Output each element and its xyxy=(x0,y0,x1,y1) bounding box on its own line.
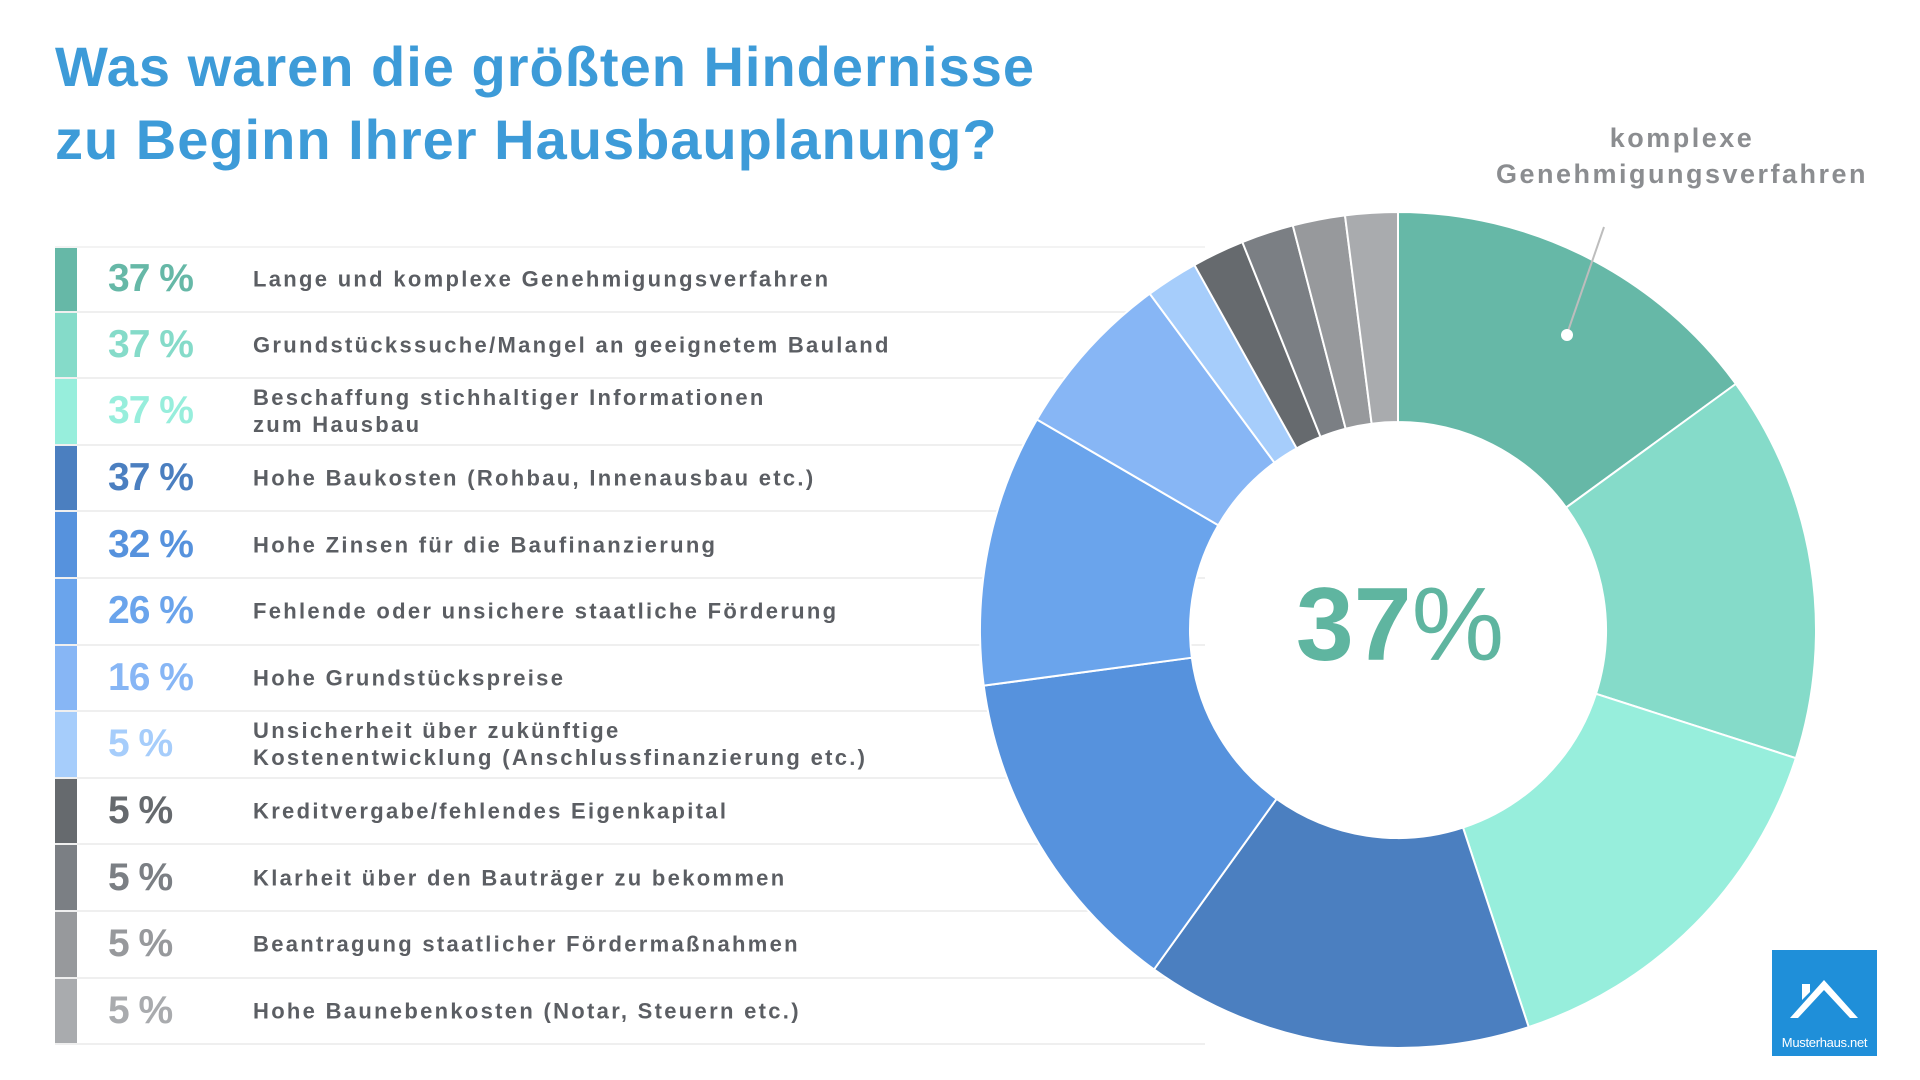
legend-label: Kreditvergabe/fehlendes Eigenkapital xyxy=(253,798,728,825)
legend-label: Klarheit über den Bauträger zu bekommen xyxy=(253,864,786,891)
legend-label: Beantragung staatlicher Fördermaßnahmen xyxy=(253,931,800,958)
legend-color-bar xyxy=(55,978,77,1044)
page-title: Was waren die größten Hindernisse zu Beg… xyxy=(55,30,1035,176)
legend-color-bar xyxy=(55,778,77,844)
donut-slice xyxy=(1152,797,1530,1050)
donut-slice xyxy=(1397,210,1738,509)
legend-percent: 37 % xyxy=(108,322,194,366)
title-line-2: zu Beginn Ihrer Hausbauplanung? xyxy=(55,108,998,171)
legend-row: 16 % Hohe Grundstückspreise xyxy=(55,645,1205,713)
logo-text: Musterhaus.net xyxy=(1781,1035,1868,1050)
legend-label-line: Hohe Baunebenkosten (Notar, Steuern etc.… xyxy=(253,998,801,1024)
legend-color-bar xyxy=(55,578,77,644)
callout-label: komplexe Genehmigungsverfahren xyxy=(1482,120,1882,192)
legend-color-bar xyxy=(55,312,77,378)
legend-percent: 5 % xyxy=(108,789,173,833)
center-number: 37 xyxy=(1295,567,1412,683)
legend-label: Hohe Grundstückspreise xyxy=(253,664,565,691)
callout-leader-line xyxy=(1566,226,1605,335)
house-roof-icon xyxy=(1790,980,1858,1018)
legend-label: Fehlende oder unsichere staatliche Förde… xyxy=(253,598,838,625)
legend-percent: 26 % xyxy=(108,589,194,633)
donut-slice xyxy=(1343,210,1399,425)
legend-row: 32 % Hohe Zinsen für die Baufinanzierung xyxy=(55,512,1205,579)
legend-row: 37 % Grundstückssuche/Mangel an geeignete… xyxy=(55,312,1205,380)
legend-percent: 32 % xyxy=(108,522,194,566)
legend-label-line: Beschaffung stichhaltiger Informationen xyxy=(253,385,766,411)
legend-label-line: zum Hausbau xyxy=(253,412,422,438)
legend-percent: 5 % xyxy=(108,922,173,966)
donut-slice xyxy=(1461,692,1798,1029)
legend-label: Grundstückssuche/Mangel an geeignetem Ba… xyxy=(253,331,891,358)
legend-row: 5 % Beantragung staatlicher Fördermaßnahm… xyxy=(55,911,1205,979)
legend-row: 5 % Kreditvergabe/fehlendes Eigenkapital xyxy=(55,778,1205,846)
legend-percent: 5 % xyxy=(108,988,173,1032)
legend-row: 37 % Beschaffung stichhaltiger Informatio… xyxy=(55,379,1205,446)
legend-label: Unsicherheit über zukünftige Kostenentwic… xyxy=(253,717,867,771)
legend-label-line: Kreditvergabe/fehlendes Eigenkapital xyxy=(253,798,729,824)
legend-label-line: Hohe Baukosten (Rohbau, Innenausbau etc.… xyxy=(253,465,816,491)
legend-color-bar xyxy=(55,379,77,444)
legend-list: 37 % Lange und komplexe Genehmigungsverfa… xyxy=(55,246,1205,1046)
legend-row: 5 % Hohe Baunebenkosten (Notar, Steuern e… xyxy=(55,978,1205,1046)
legend-percent: 5 % xyxy=(108,855,173,899)
legend-row: 26 % Fehlende oder unsichere staatliche F… xyxy=(55,578,1205,646)
legend-row: 5 % Unsicherheit über zukünftige Kostenent… xyxy=(55,712,1205,779)
legend-label-line: Kostenentwicklung (Anschlussfinanzierung… xyxy=(253,745,868,771)
legend-row: 37 % Hohe Baukosten (Rohbau, Innenausbau … xyxy=(55,445,1205,513)
callout-dot xyxy=(1561,329,1573,341)
legend-label-line: Hohe Zinsen für die Baufinanzierung xyxy=(253,532,718,558)
legend-label: Hohe Baukosten (Rohbau, Innenausbau etc.… xyxy=(253,465,815,492)
title-line-1: Was waren die größten Hindernisse xyxy=(55,35,1036,98)
legend-label-line: Lange und komplexe Genehmigungsverfahren xyxy=(253,266,831,292)
legend-color-bar xyxy=(55,911,77,977)
legend-percent: 5 % xyxy=(108,722,173,766)
legend-color-bar xyxy=(55,845,77,910)
legend-label: Lange und komplexe Genehmigungsverfahren xyxy=(253,266,830,293)
center-unit: % xyxy=(1411,567,1505,683)
legend-percent: 16 % xyxy=(108,655,194,699)
legend-label-line: Fehlende oder unsichere staatliche Förde… xyxy=(253,598,839,624)
legend-color-bar xyxy=(55,248,77,311)
donut-slice xyxy=(979,418,1220,687)
legend-label-line: Grundstückssuche/Mangel an geeignetem Ba… xyxy=(253,332,891,358)
legend-row: 37 % Lange und komplexe Genehmigungsverfa… xyxy=(55,246,1205,313)
legend-label: Hohe Zinsen für die Baufinanzierung xyxy=(253,531,717,558)
legend-label-line: Beantragung staatlicher Fördermaßnahmen xyxy=(253,931,800,957)
callout-line-1: komplexe xyxy=(1609,123,1755,153)
musterhaus-logo[interactable]: Musterhaus.net xyxy=(1772,950,1877,1056)
legend-row: 5 % Klarheit über den Bauträger zu bekomm… xyxy=(55,845,1205,912)
legend-color-bar xyxy=(55,645,77,711)
legend-color-bar xyxy=(55,712,77,777)
callout-line-2: Genehmigungsverfahren xyxy=(1495,159,1869,189)
legend-label: Hohe Baunebenkosten (Notar, Steuern etc.… xyxy=(253,997,801,1024)
legend-percent: 37 % xyxy=(108,257,194,301)
donut-slice xyxy=(982,656,1278,971)
legend-color-bar xyxy=(55,512,77,577)
center-value: 37% xyxy=(1290,570,1510,680)
legend-label-line: Hohe Grundstückspreise xyxy=(253,665,566,691)
legend-color-bar xyxy=(55,445,77,511)
legend-percent: 37 % xyxy=(108,389,194,433)
legend-percent: 37 % xyxy=(108,456,194,500)
legend-label-line: Unsicherheit über zukünftige xyxy=(253,718,621,744)
donut-slice xyxy=(1564,382,1818,760)
legend-label: Beschaffung stichhaltiger Informationen z… xyxy=(253,384,766,438)
legend-label-line: Klarheit über den Bauträger zu bekommen xyxy=(253,865,787,891)
